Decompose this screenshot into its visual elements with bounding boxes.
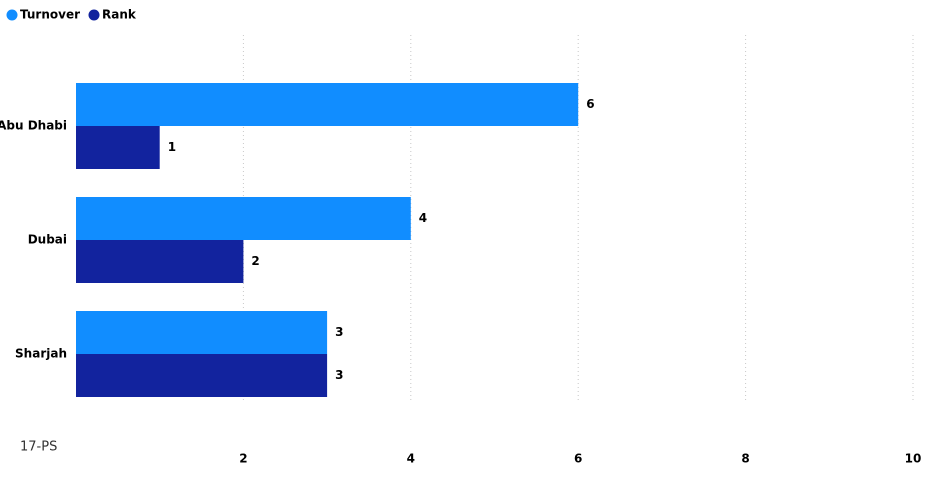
y-tick-label: Sharjah xyxy=(15,347,67,361)
data-label: 4 xyxy=(419,211,427,225)
x-tick-label: 2 xyxy=(239,452,247,466)
x-tick-label: 10 xyxy=(905,452,922,466)
bar xyxy=(76,126,160,169)
legend-label: Turnover xyxy=(20,8,80,22)
bar xyxy=(76,197,411,240)
x-tick-label: 8 xyxy=(741,452,749,466)
bar xyxy=(76,311,328,354)
x-tick-label: 6 xyxy=(574,452,582,466)
y-tick-label: Dubai xyxy=(28,233,67,247)
bar xyxy=(76,354,328,397)
data-label: 2 xyxy=(251,254,259,268)
bar xyxy=(76,240,244,283)
y-tick-label: Abu Dhabi xyxy=(0,119,67,133)
legend-marker xyxy=(6,9,18,21)
bar xyxy=(76,83,579,126)
legend-marker xyxy=(88,9,100,21)
data-label: 6 xyxy=(586,97,594,111)
data-label: 1 xyxy=(168,140,176,154)
x-tick-label: 4 xyxy=(407,452,415,466)
annotation: 17-PS xyxy=(20,440,57,455)
data-label: 3 xyxy=(335,325,343,339)
legend-label: Rank xyxy=(102,8,137,22)
data-label: 3 xyxy=(335,368,343,382)
